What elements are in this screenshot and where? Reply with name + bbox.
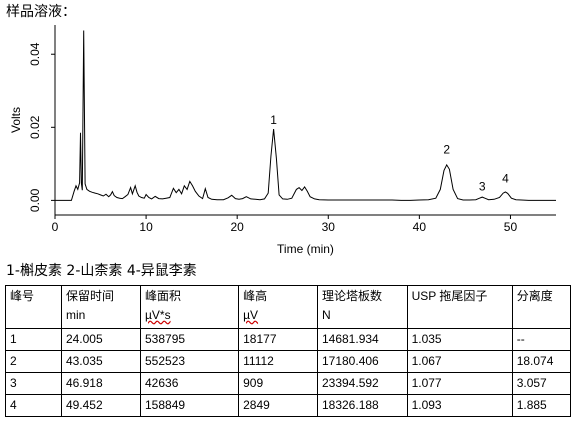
header-title: 保留时间 — [65, 289, 114, 303]
y-tick-label: 0.00 — [28, 188, 42, 212]
chart-ticks: 0 10 20 30 40 50 0.00 0.02 0.04 — [28, 42, 517, 234]
table-cell: 43.035 — [60, 350, 142, 373]
table-cell: 1.077 — [406, 372, 513, 395]
table-cell: 24.005 — [60, 328, 142, 351]
table-header-cell: 理论塔板数 N — [316, 285, 408, 329]
header-title: 峰高 — [243, 289, 268, 303]
table-cell: 909 — [238, 372, 318, 395]
sample-title: 样品溶液： — [6, 4, 76, 20]
table-cell: 14681.934 — [316, 328, 408, 351]
table-cell: 18.074 — [511, 350, 572, 373]
peak-label: 4 — [502, 172, 509, 186]
header-unit: min — [65, 308, 86, 322]
table-header-row: 峰号 保留时间 min 峰面积 µV*s 峰高 µV 理论塔板数 N USP 拖尾因子 分离度 — [5, 285, 572, 329]
table-cell: 1.093 — [406, 394, 513, 417]
table-cell: 538795 — [139, 328, 240, 351]
table-cell: 42636 — [139, 372, 240, 395]
table-cell: 3.057 — [511, 372, 572, 395]
peak-label: 2 — [443, 142, 450, 156]
table-cell: 1.067 — [406, 350, 513, 373]
header-title: 峰号 — [10, 289, 35, 303]
table-cell: 18177 — [238, 328, 318, 351]
x-tick-label: 40 — [413, 220, 427, 234]
header-title: 峰面积 — [145, 289, 182, 303]
x-tick-label: 50 — [504, 220, 518, 234]
table-cell: 1 — [5, 328, 62, 351]
table-header-cell: 峰高 µV — [238, 285, 318, 329]
chromatogram-trace — [55, 30, 556, 201]
table-header-cell: 分离度 — [511, 285, 572, 329]
table-cell: 17180.406 — [316, 350, 408, 373]
table-header-cell: 保留时间 min — [60, 285, 142, 329]
table-header-cell: USP 拖尾因子 — [406, 285, 513, 329]
table-header-cell: 峰号 — [5, 285, 62, 329]
header-title: 理论塔板数 — [321, 289, 382, 303]
table-cell: 18326.188 — [316, 394, 408, 417]
peak-labels: 1 2 3 4 — [270, 113, 509, 193]
x-tick-label: 10 — [139, 220, 153, 234]
header-title: USP 拖尾因子 — [411, 289, 488, 303]
table-cell: 1.885 — [511, 394, 572, 417]
y-tick-label: 0.04 — [28, 42, 42, 66]
table-row: 3 46.918 42636 909 23394.592 1.077 3.057 — [5, 372, 572, 395]
x-tick-label: 30 — [322, 220, 336, 234]
y-tick-label: 0.02 — [28, 115, 42, 139]
table-cell: -- — [511, 328, 572, 351]
table-row: 4 49.452 158849 2849 18326.188 1.093 1.885 — [5, 394, 572, 417]
x-axis-label: Time (min) — [277, 242, 334, 256]
header-title: 分离度 — [516, 289, 553, 303]
table-cell: 552523 — [139, 350, 240, 373]
table-cell: 23394.592 — [316, 372, 408, 395]
table-body: 1 24.005 538795 18177 14681.934 1.035 -- 2 43.03… — [5, 328, 572, 417]
chart-axes — [54, 25, 556, 216]
table-cell: 11112 — [238, 350, 318, 373]
table-cell: 4 — [5, 394, 62, 417]
x-tick-label: 0 — [52, 220, 59, 234]
peak-label: 3 — [479, 179, 486, 193]
header-unit: µV*s — [145, 308, 171, 322]
compound-legend: 1-槲皮素 2-山柰素 4-异鼠李素 — [6, 263, 197, 279]
table-row: 2 43.035 552523 11112 17180.406 1.067 18.074 — [5, 350, 572, 373]
table-cell: 158849 — [139, 394, 240, 417]
header-unit: µV — [243, 308, 259, 322]
y-axis-label: Volts — [9, 107, 23, 133]
peak-label: 1 — [270, 113, 277, 127]
table-cell: 46.918 — [60, 372, 142, 395]
table-row: 1 24.005 538795 18177 14681.934 1.035 -- — [5, 328, 572, 351]
x-tick-label: 20 — [231, 220, 245, 234]
table-cell: 2 — [5, 350, 62, 373]
header-unit: N — [321, 308, 331, 322]
table-cell: 2849 — [238, 394, 318, 417]
table-header-cell: 峰面积 µV*s — [139, 285, 240, 329]
table-cell: 3 — [5, 372, 62, 395]
table-cell: 49.452 — [60, 394, 142, 417]
table-cell: 1.035 — [406, 328, 513, 351]
